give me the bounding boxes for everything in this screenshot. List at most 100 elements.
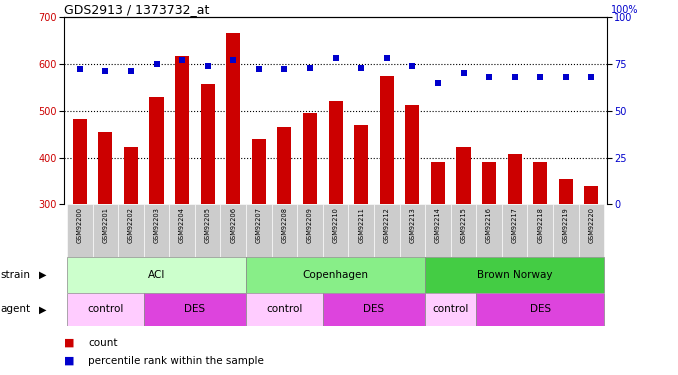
Bar [451,204,477,257]
Bar [477,204,502,257]
Text: GSM92208: GSM92208 [281,207,287,243]
Point [381,55,392,61]
Bar [195,204,220,257]
Bar [380,76,394,204]
Text: ■: ■ [64,338,75,348]
Bar [170,204,195,257]
Bar [534,162,547,204]
Text: GSM92204: GSM92204 [179,207,185,243]
Point [407,63,418,69]
Text: GSM92212: GSM92212 [384,207,390,243]
Bar [93,204,118,257]
Text: GSM92203: GSM92203 [153,207,159,243]
Bar [246,204,272,257]
Text: GSM92219: GSM92219 [563,207,569,243]
Bar [73,119,87,204]
Bar [252,139,266,204]
Text: ▶: ▶ [39,270,47,280]
Bar [144,204,170,257]
Point [279,66,290,72]
Point [75,66,85,72]
Bar [246,257,425,292]
Bar [277,127,292,204]
Bar [144,292,246,326]
Bar [323,204,348,257]
Bar [220,204,246,257]
Point [509,74,520,80]
Text: GDS2913 / 1373732_at: GDS2913 / 1373732_at [64,3,210,16]
Bar [374,204,399,257]
Text: GSM92209: GSM92209 [307,207,313,243]
Bar [297,204,323,257]
Bar [508,154,522,204]
Text: control: control [433,304,469,314]
Bar [425,204,451,257]
Text: GSM92220: GSM92220 [589,207,595,243]
Bar [124,147,138,204]
Bar [67,204,93,257]
Bar [98,132,113,204]
Bar [456,147,471,204]
Bar [399,204,425,257]
Text: GSM92207: GSM92207 [256,207,262,243]
Text: ACI: ACI [148,270,165,280]
Bar [118,204,144,257]
Bar [477,292,604,326]
Text: GSM92200: GSM92200 [77,207,83,243]
Text: DES: DES [184,304,205,314]
Bar [67,257,246,292]
Text: GSM92201: GSM92201 [102,207,108,243]
Point [254,66,264,72]
Bar [405,105,420,204]
Text: count: count [88,338,118,348]
Text: GSM92210: GSM92210 [333,207,338,243]
Text: GSM92215: GSM92215 [460,207,466,243]
Bar [502,204,527,257]
Bar [272,204,297,257]
Text: GSM92202: GSM92202 [128,207,134,243]
Point [433,80,443,86]
Text: Copenhagen: Copenhagen [302,270,369,280]
Text: percentile rank within the sample: percentile rank within the sample [88,356,264,366]
Point [177,57,188,63]
Bar [425,257,604,292]
Text: control: control [87,304,123,314]
Bar [584,186,599,204]
Bar [553,204,578,257]
Text: DES: DES [363,304,384,314]
Text: 100%: 100% [611,6,639,15]
Bar [67,292,144,326]
Point [202,63,213,69]
Text: ■: ■ [64,356,75,366]
Bar [323,292,425,326]
Bar [201,84,215,204]
Text: strain: strain [1,270,31,280]
Point [151,61,162,67]
Point [228,57,239,63]
Bar [348,204,374,257]
Text: control: control [266,304,302,314]
Text: GSM92211: GSM92211 [358,207,364,243]
Text: GSM92217: GSM92217 [512,207,518,243]
Bar [354,124,368,204]
Bar [329,101,342,204]
Point [483,74,494,80]
Text: GSM92206: GSM92206 [231,207,236,243]
Bar [425,292,477,326]
Text: GSM92216: GSM92216 [486,207,492,243]
Point [125,68,136,74]
Text: GSM92205: GSM92205 [205,207,211,243]
Text: GSM92214: GSM92214 [435,207,441,243]
Text: ▶: ▶ [39,304,47,314]
Bar [226,33,240,204]
Text: agent: agent [1,304,31,314]
Bar [246,292,323,326]
Bar [303,113,317,204]
Point [356,64,367,70]
Text: GSM92218: GSM92218 [537,207,543,243]
Bar [149,97,163,204]
Point [458,70,469,76]
Bar [175,56,189,204]
Point [330,55,341,61]
Bar [559,178,573,204]
